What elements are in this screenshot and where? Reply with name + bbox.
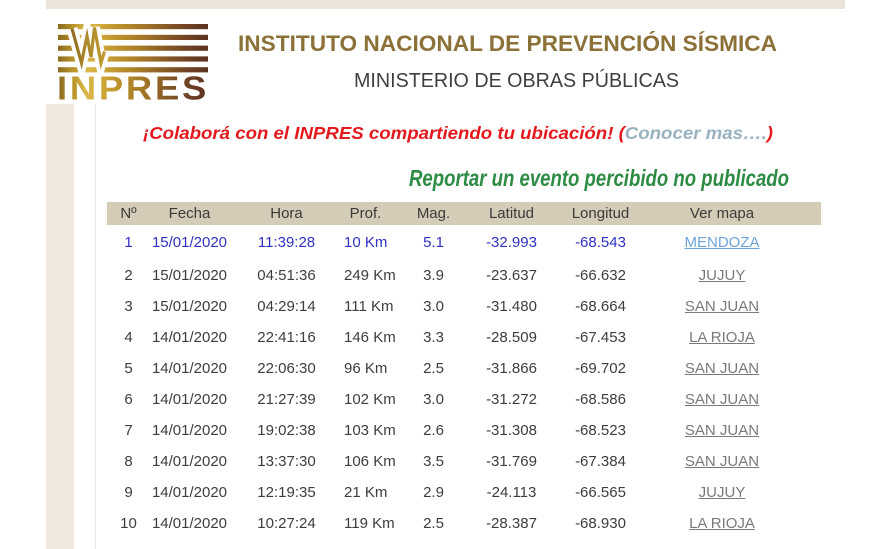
svg-text:INPRES: INPRES [58,70,209,102]
